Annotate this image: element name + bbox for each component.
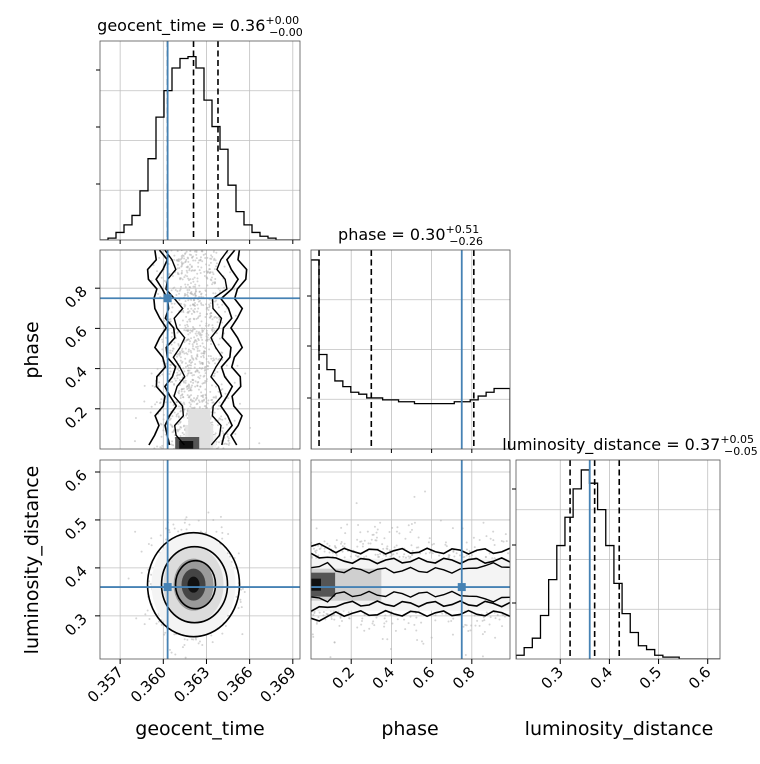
x-tick-label-phase-0: 0.2	[328, 663, 358, 693]
panel-frame-geocent_time	[99, 40, 301, 241]
x-tick-label-geocent_time-4: 0.369	[257, 663, 300, 706]
y-tick-label-luminosity_distance-0: 0.3	[61, 610, 91, 640]
contour-1-lower	[311, 600, 510, 612]
x-tick-label-geocent_time-2: 0.363	[170, 663, 213, 706]
ylabel-phase: phase	[21, 321, 43, 378]
title-luminosity_distance: luminosity_distance = 0.37+0.05 −0.05	[502, 433, 758, 458]
histogram-phase	[311, 259, 510, 449]
contour-0	[146, 531, 241, 638]
title-geocent_time: geocent_time = 0.36+0.00 −0.00	[97, 14, 303, 39]
contour-1-upper	[311, 552, 510, 565]
contour-0-lower	[311, 609, 510, 622]
x-tick-label-phase-2: 0.6	[409, 663, 439, 693]
panel-frame	[310, 459, 511, 660]
panel-frame-phase	[310, 249, 511, 450]
title-phase: phase = 0.30+0.51 −0.26	[338, 223, 483, 248]
panel-frame	[99, 459, 301, 660]
xlabel-luminosity_distance: luminosity_distance	[525, 718, 714, 740]
contour-1-left	[155, 250, 178, 446]
panel-frame-luminosity_distance	[515, 459, 721, 660]
x-tick-label-luminosity_distance-2: 0.5	[636, 663, 666, 693]
contour-0-left	[146, 250, 168, 446]
y-tick-label-luminosity_distance-1: 0.4	[61, 562, 91, 592]
xlabel-phase: phase	[381, 718, 438, 740]
truth-marker	[163, 583, 172, 592]
x-tick-label-phase-1: 0.4	[369, 663, 399, 693]
truth-marker	[163, 294, 172, 303]
contour-1	[160, 545, 229, 624]
density-core-peak	[179, 441, 194, 449]
truth-marker	[457, 583, 466, 592]
contour-2-upper	[311, 561, 510, 574]
ylabel-luminosity_distance: luminosity_distance	[21, 466, 43, 655]
y-tick-label-luminosity_distance-2: 0.5	[61, 514, 91, 544]
y-tick-label-phase-0: 0.2	[61, 403, 91, 433]
y-tick-label-luminosity_distance-3: 0.6	[61, 466, 91, 496]
contour-1-right	[219, 250, 240, 446]
x-tick-label-geocent_time-0: 0.357	[84, 663, 127, 706]
density-level-4	[187, 576, 200, 593]
contour-0-upper	[311, 542, 510, 555]
y-tick-label-phase-3: 0.8	[61, 282, 91, 312]
x-tick-label-geocent_time-1: 0.360	[127, 663, 170, 706]
histogram-geocent_time	[100, 55, 300, 240]
contour-2-lower	[311, 590, 510, 603]
contour-2	[174, 559, 217, 610]
xlabel-geocent_time: geocent_time	[135, 718, 264, 740]
x-tick-label-luminosity_distance-3: 0.6	[685, 663, 715, 693]
x-tick-label-luminosity_distance-1: 0.4	[587, 663, 617, 693]
x-tick-label-geocent_time-3: 0.366	[213, 663, 256, 706]
contour-2-right	[210, 250, 229, 446]
y-tick-label-phase-2: 0.6	[61, 322, 91, 352]
histogram-luminosity_distance	[516, 469, 720, 659]
x-tick-label-phase-3: 0.8	[449, 663, 479, 693]
density-core	[311, 578, 321, 591]
y-tick-label-phase-1: 0.4	[61, 363, 91, 393]
x-tick-label-luminosity_distance-0: 0.3	[537, 663, 567, 693]
contour-0-right	[229, 250, 248, 446]
panel-frame	[99, 249, 301, 450]
